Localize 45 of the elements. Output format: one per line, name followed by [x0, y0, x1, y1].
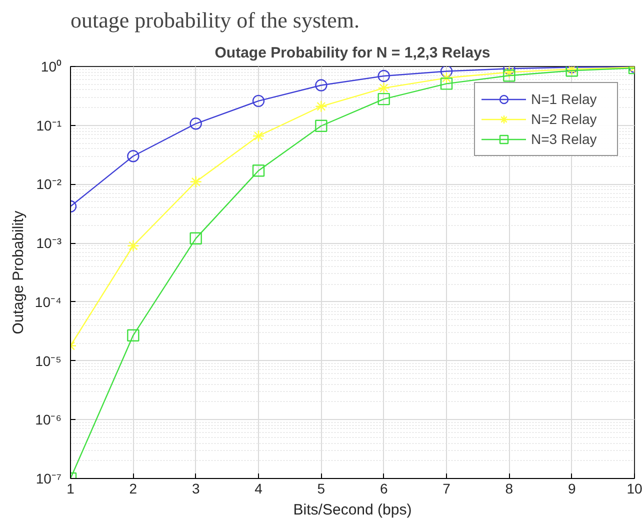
x-tick-label: 4	[254, 480, 263, 496]
line-series	[70, 66, 634, 478]
point	[378, 82, 390, 94]
point	[315, 79, 328, 92]
x-tick-label: 6	[380, 480, 388, 496]
point	[378, 92, 390, 106]
point	[127, 150, 140, 162]
point	[190, 118, 202, 130]
x-tick-label: 2	[129, 480, 138, 496]
point	[190, 232, 202, 245]
point	[127, 329, 140, 342]
chart-title: Outage Probability for N = 1,2,3 Relays	[214, 44, 490, 62]
y-tick-label: 10⁻⁵	[35, 352, 62, 369]
y-tick-label: 10⁻¹	[36, 117, 62, 134]
point	[190, 176, 202, 188]
point	[315, 100, 328, 112]
y-tick-label: 10⁻²	[36, 176, 62, 192]
y-tick-label: 10⁻³	[36, 235, 62, 252]
y-axis-title: Outage Probability	[10, 210, 27, 334]
point	[440, 66, 453, 78]
text: outage probability of the system.	[70, 8, 360, 32]
x-tick-label: 8	[505, 480, 514, 496]
x-tick-label: 5	[317, 480, 326, 496]
x-tick-label: 1	[66, 480, 75, 496]
y-tick-label: 10⁻⁶	[35, 412, 62, 428]
legend-label: N=3 Relay	[531, 131, 598, 147]
point	[378, 70, 390, 82]
legend-label: N=2 Relay	[531, 111, 598, 127]
point	[127, 240, 140, 252]
point	[315, 120, 328, 132]
y-tick-label: 10⁻⁴	[34, 294, 62, 310]
y-tick-label: 10⁰	[40, 58, 62, 74]
point	[252, 164, 265, 177]
point	[440, 78, 453, 90]
x-tick-label: 3	[192, 480, 200, 496]
point	[252, 94, 265, 108]
x-tick-label: 10	[626, 480, 642, 496]
legend-label: N=1 Relay	[531, 91, 598, 107]
x-tick-label: 7	[442, 480, 451, 496]
y-tick-label: 10⁻⁷	[36, 470, 62, 486]
point	[503, 66, 516, 78]
point	[252, 130, 265, 142]
point	[503, 70, 516, 82]
x-axis-title: Bits/Second (bps)	[293, 502, 412, 518]
x-tick-label: 9	[568, 480, 576, 496]
